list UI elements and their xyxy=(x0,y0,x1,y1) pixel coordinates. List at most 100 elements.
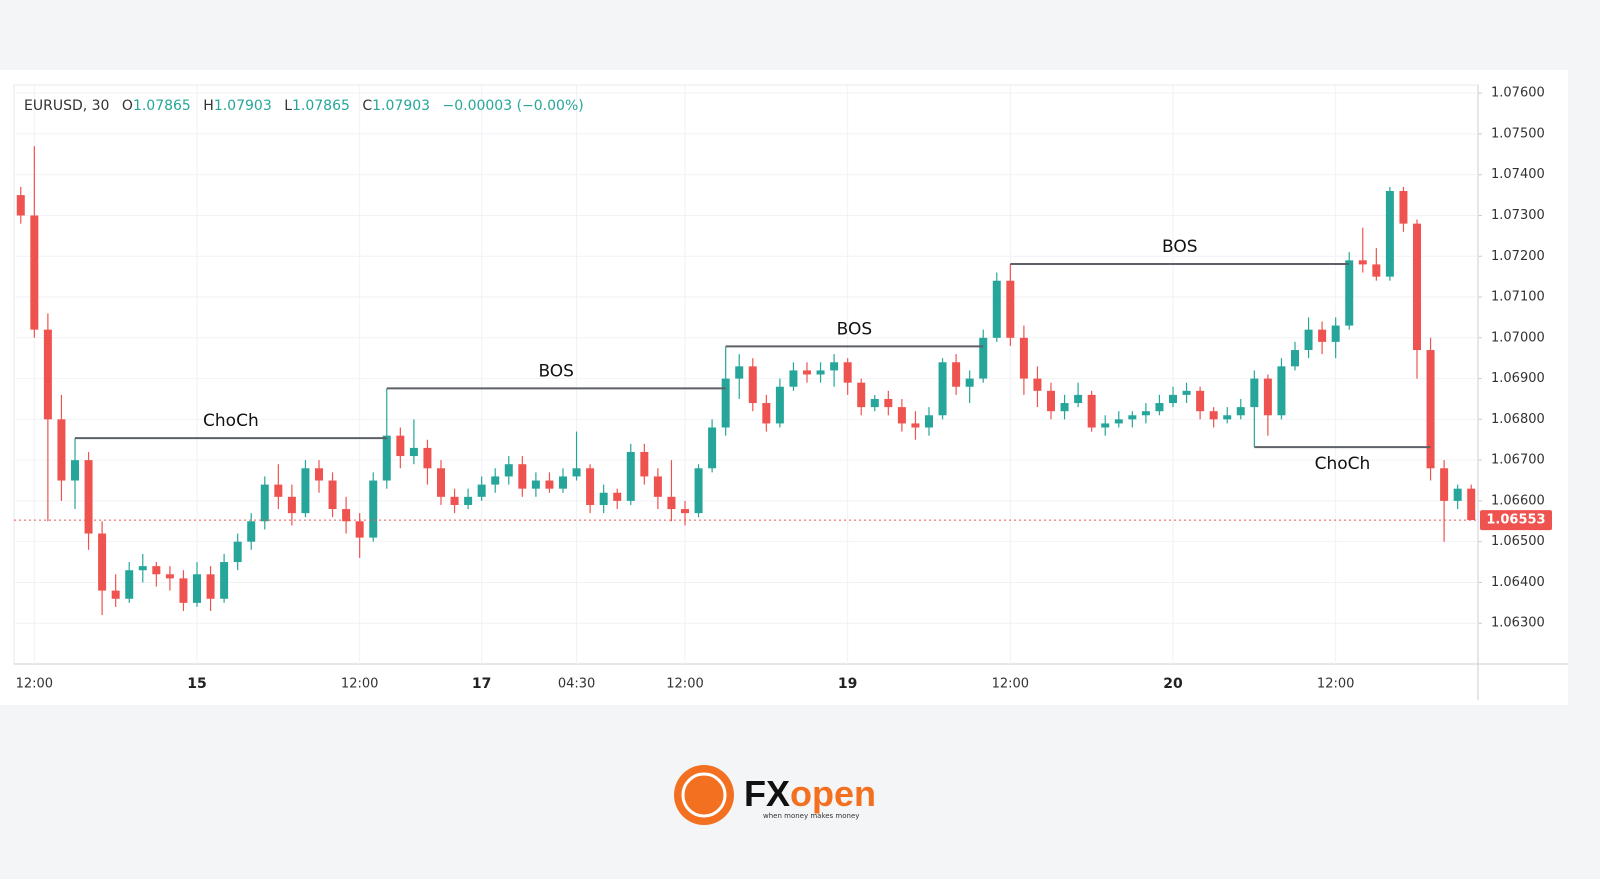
candle-body xyxy=(220,562,229,599)
candle-body xyxy=(1223,415,1232,420)
candle-body xyxy=(911,423,920,428)
candle-body xyxy=(518,464,527,489)
candle-body xyxy=(1128,415,1137,420)
candle-body xyxy=(613,492,622,501)
ohlc-key: O xyxy=(122,98,133,114)
candle-body xyxy=(1209,411,1218,420)
candle-body xyxy=(830,362,839,371)
y-tick-label: 1.07000 xyxy=(1491,330,1545,345)
chart-card xyxy=(0,70,1568,705)
candle-body xyxy=(735,366,744,379)
candle-body xyxy=(884,398,893,408)
candle-body xyxy=(1074,394,1083,404)
candle-body xyxy=(708,427,717,469)
candle-body xyxy=(1440,468,1449,501)
x-tick-label: 12:00 xyxy=(16,677,53,692)
candle-body xyxy=(450,496,459,505)
candle-body xyxy=(667,496,676,510)
y-tick-label: 1.06900 xyxy=(1491,371,1545,386)
candle-body xyxy=(803,370,811,375)
change: −0.00003 (−0.00%) xyxy=(443,98,584,114)
candle-body xyxy=(1263,378,1272,416)
y-tick-label: 1.07200 xyxy=(1491,249,1545,264)
candle-body xyxy=(423,447,432,469)
candle-body xyxy=(396,435,405,457)
x-tick-label: 12:00 xyxy=(341,677,378,692)
candle-body xyxy=(328,480,337,510)
candle-body xyxy=(1277,366,1286,416)
ohlc-value: 1.07903 xyxy=(372,98,430,114)
x-tick-label: 20 xyxy=(1163,676,1183,692)
candle-body xyxy=(1196,390,1205,412)
candle-body xyxy=(1141,411,1150,416)
candle-body xyxy=(1250,378,1259,408)
candle-body xyxy=(504,464,513,477)
candle-body xyxy=(870,398,879,408)
candle-body xyxy=(30,215,39,330)
x-tick-label: 04:30 xyxy=(558,677,595,692)
candle-body xyxy=(1385,191,1394,277)
candle-body xyxy=(1019,337,1028,379)
candle-body xyxy=(233,541,242,563)
last-price-label: 1.06553 xyxy=(1486,513,1545,528)
candle-body xyxy=(897,407,906,424)
candle-body xyxy=(1047,390,1055,412)
candle-body xyxy=(409,447,418,457)
candle-body xyxy=(274,484,283,497)
ohlc-key: L xyxy=(284,98,292,114)
structure-label: BOS xyxy=(837,319,873,339)
structure-label: BOS xyxy=(538,361,574,381)
candle-body xyxy=(586,468,595,505)
ohlc-key: C xyxy=(362,98,372,114)
candle-body xyxy=(979,337,988,379)
y-tick-label: 1.07100 xyxy=(1491,290,1545,305)
candle-body xyxy=(1060,403,1069,412)
logo-open: open xyxy=(790,773,876,814)
x-tick-label: 17 xyxy=(472,676,491,692)
candle-body xyxy=(57,419,66,481)
y-tick-label: 1.07500 xyxy=(1491,126,1545,141)
candle-body xyxy=(369,480,378,538)
y-tick-label: 1.07300 xyxy=(1491,208,1545,223)
ohlc-value: 1.07865 xyxy=(292,98,350,114)
candle-body xyxy=(653,476,662,497)
structure-label: ChoCh xyxy=(203,411,259,431)
x-tick-label: 12:00 xyxy=(1317,677,1354,692)
candle-body xyxy=(775,386,784,424)
logo-emblem-ring xyxy=(681,772,727,818)
candle-body xyxy=(1101,423,1110,428)
candle-body xyxy=(1345,260,1354,326)
candle-body xyxy=(694,468,703,514)
candle-body xyxy=(84,460,93,534)
logo-tagline: when money makes money xyxy=(763,812,859,820)
ohlc-value: 1.07903 xyxy=(214,98,272,114)
y-tick-label: 1.07400 xyxy=(1491,167,1545,182)
candle-body xyxy=(111,590,120,599)
y-tick-label: 1.06400 xyxy=(1491,575,1545,590)
logo-text: FXopen xyxy=(744,773,876,814)
ohlc-value: 1.07865 xyxy=(133,98,191,114)
candle-body xyxy=(1426,350,1435,469)
candle-body xyxy=(762,403,771,424)
candle-body xyxy=(965,378,974,387)
candle-body xyxy=(165,574,174,579)
candle-body xyxy=(1453,488,1462,501)
candle-body xyxy=(1236,407,1245,416)
candle-body xyxy=(992,280,1001,338)
candle-body xyxy=(1182,390,1191,395)
candle-body xyxy=(1358,260,1367,265)
x-tick-label: 19 xyxy=(838,676,857,692)
candle-body xyxy=(437,468,445,497)
y-tick-label: 1.06800 xyxy=(1491,412,1545,427)
ohlc-header: EURUSD, 30 O1.07865 H1.07903 L1.07865 C1… xyxy=(24,98,584,114)
candle-body xyxy=(545,480,554,489)
candle-body xyxy=(938,362,947,416)
candle-body xyxy=(925,415,933,428)
candle-body xyxy=(531,480,540,489)
candle-body xyxy=(464,496,473,505)
candle-body xyxy=(857,382,866,408)
candle-body xyxy=(1304,329,1313,351)
candle-body xyxy=(179,578,188,603)
